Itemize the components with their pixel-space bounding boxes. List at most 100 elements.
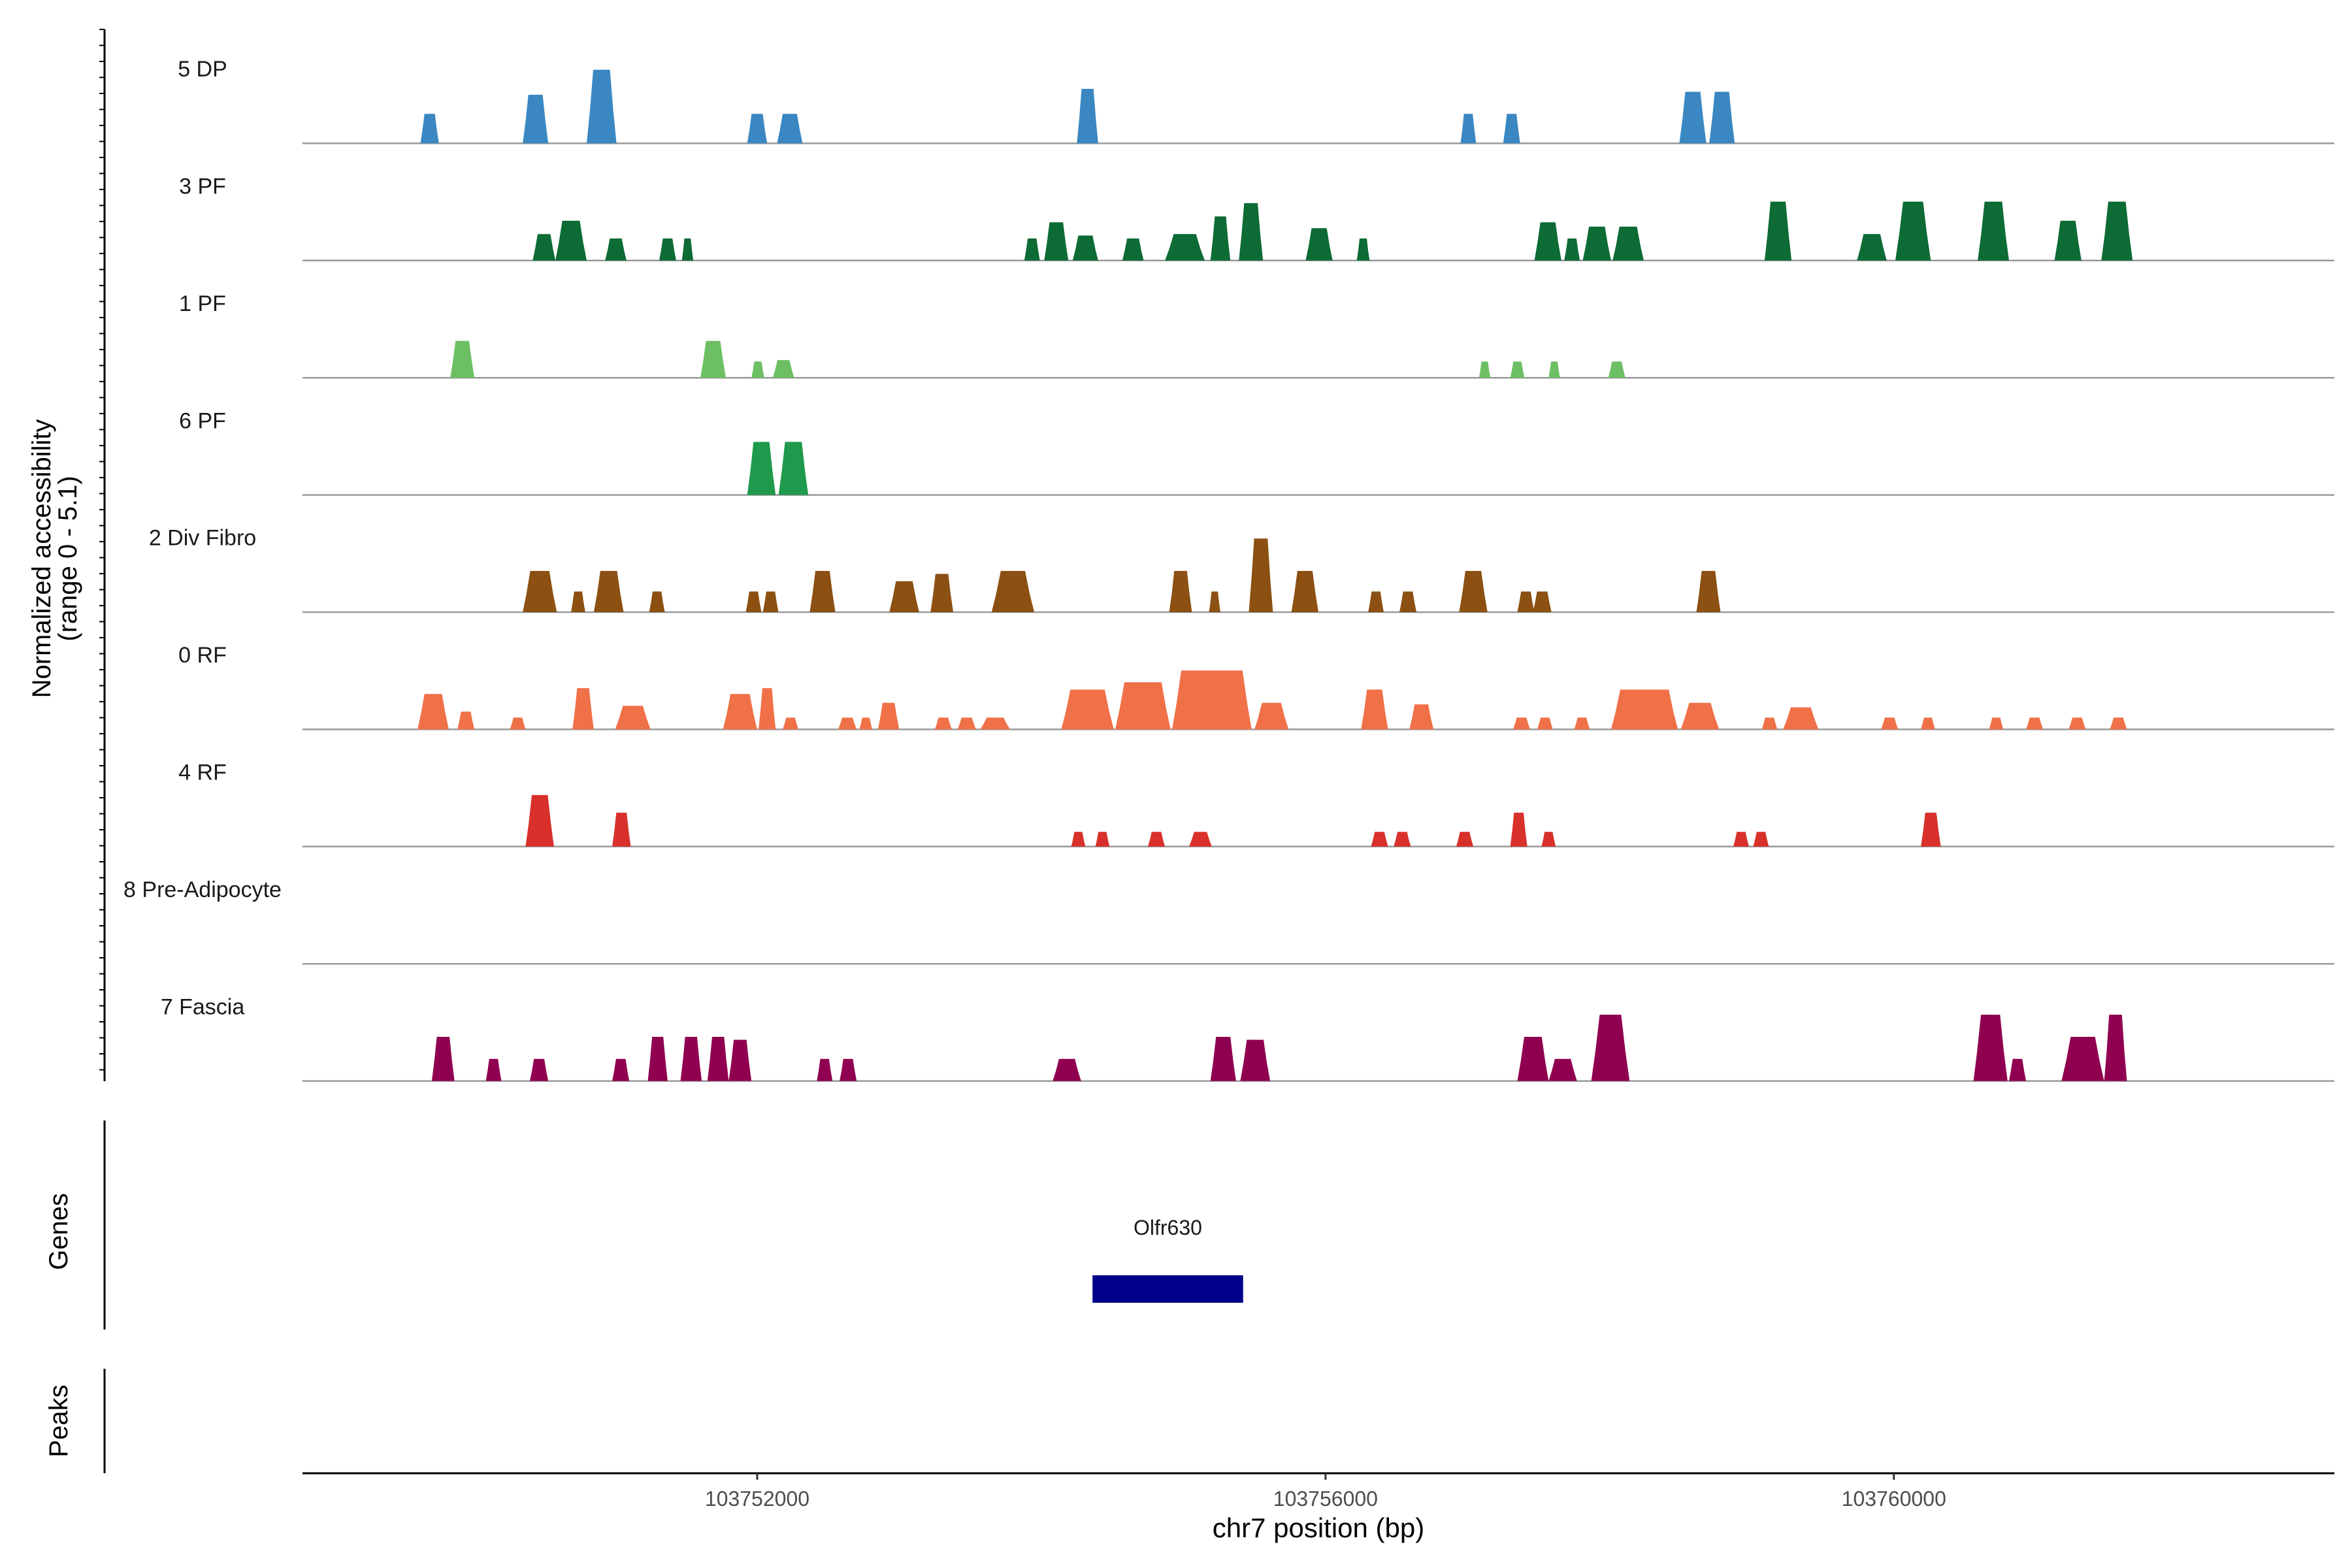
coverage-peak — [957, 717, 976, 730]
track-0-rf: 0 RF — [178, 643, 2334, 730]
track-2-div-fibro: 2 Div Fibro — [149, 526, 2334, 613]
coverage-peak — [1044, 222, 1069, 261]
coverage-peak — [1709, 91, 1735, 144]
coverage-peak — [680, 1037, 702, 1081]
coverage-peak — [747, 114, 768, 144]
coverage-peak — [659, 238, 676, 261]
coverage-peak — [2009, 1058, 2027, 1081]
coverage-peak — [877, 702, 900, 730]
coverage-peak — [1165, 234, 1205, 261]
coverage-peak — [417, 694, 449, 730]
coverage-peak — [1517, 591, 1535, 612]
track-axes — [99, 29, 106, 1081]
coverage-peak — [1503, 114, 1520, 144]
coverage-peak — [525, 794, 554, 847]
coverage-peak — [1533, 591, 1552, 612]
coverage-peak — [1071, 832, 1086, 847]
coverage-peak — [1061, 689, 1114, 730]
coverage-peak — [1733, 832, 1749, 847]
coverage-peak — [1305, 228, 1333, 261]
x-tick-label: 103760000 — [1842, 1487, 1946, 1511]
coverage-peak — [840, 1058, 857, 1081]
track-label: 8 Pre-Adipocyte — [123, 877, 282, 902]
gene-label: Olfr630 — [1134, 1216, 1202, 1239]
coverage-peak — [1356, 238, 1370, 261]
track-label: 5 DP — [178, 57, 227, 82]
coverage-peak — [747, 442, 776, 495]
coverage-peak — [1548, 1058, 1577, 1081]
coverage-peak — [431, 1037, 455, 1081]
track-label: 6 PF — [179, 408, 226, 433]
coverage-peak — [1371, 832, 1388, 847]
coverage-peak — [783, 717, 798, 730]
coverage-peak — [649, 591, 665, 612]
coverage-peak — [1409, 704, 1434, 730]
y-axis-label-line2: (range 0 - 5.1) — [54, 476, 82, 641]
coverage-peak — [1857, 234, 1887, 261]
coverage-peak — [751, 361, 764, 378]
coverage-peak — [1249, 538, 1273, 612]
track-1-pf: 1 PF — [179, 291, 2334, 379]
coverage-peak — [1611, 689, 1678, 730]
coverage-peak — [1895, 201, 1931, 261]
coverage-peak — [681, 238, 694, 261]
coverage-peak — [1095, 832, 1110, 847]
track-3-pf: 3 PF — [179, 174, 2334, 262]
coverage-peak — [1679, 91, 1707, 144]
track-label: 7 Fascia — [161, 994, 245, 1019]
coverage-peak — [571, 591, 585, 612]
coverage-peak — [1456, 832, 1474, 847]
coverage-peak — [1239, 203, 1264, 261]
coverage-peak — [1564, 238, 1580, 261]
coverage-peak — [1978, 201, 2009, 261]
coverage-peak — [778, 442, 809, 495]
coverage-peak — [759, 688, 776, 730]
coverage-peak — [1478, 361, 1491, 378]
coverage-peak — [1148, 832, 1166, 847]
coverage-peak — [1361, 689, 1388, 730]
coverage-peak — [700, 340, 727, 378]
coverage-peak — [1399, 591, 1417, 612]
coverage-peak — [1537, 717, 1553, 730]
track-7-fascia: 7 Fascia — [161, 994, 2334, 1082]
coverage-peak — [838, 717, 857, 730]
track-label: 4 RF — [178, 760, 227, 785]
coverage-peak — [2054, 220, 2082, 261]
coverage-peak — [510, 717, 526, 730]
coverage-peak — [1210, 216, 1231, 261]
coverage-peak — [1210, 1037, 1236, 1081]
coverage-peak — [1460, 114, 1477, 144]
coverage-peak — [1764, 201, 1792, 261]
x-axis: chr7 position (bp) 103752000 103756000 103… — [302, 1472, 2334, 1543]
y-axis-label-line1: Normalized accessibility — [27, 419, 56, 698]
gene-body — [1092, 1275, 1243, 1303]
coverage-peak — [605, 238, 627, 261]
coverage-peak — [457, 711, 475, 730]
coverage-peak — [1696, 570, 1721, 612]
coverage-peak — [1053, 1058, 1081, 1081]
coverage-peak — [615, 706, 651, 730]
coverage-peak — [647, 1037, 668, 1081]
coverage-peak — [1189, 832, 1212, 847]
coverage-peak — [1510, 812, 1527, 847]
coverage-peak — [1582, 226, 1611, 261]
coverage-peak — [1541, 832, 1556, 847]
coverage-peak — [485, 1058, 502, 1081]
coverage-peak — [1761, 717, 1778, 730]
coverage-peak — [1973, 1015, 2008, 1081]
coverage-peak — [1072, 235, 1098, 261]
coverage-peak — [1240, 1039, 1271, 1081]
coverage-peak — [980, 717, 1011, 730]
coverage-peak — [530, 1058, 549, 1081]
coverage-peak — [859, 717, 873, 730]
coverage-peak — [1513, 717, 1530, 730]
track-label: 0 RF — [178, 643, 227, 668]
coverage-peak — [1368, 591, 1384, 612]
coverage-peak — [532, 234, 556, 261]
coverage-peak — [1783, 707, 1819, 730]
coverage-peak — [1209, 591, 1220, 612]
coverage-peak — [612, 1058, 630, 1081]
coverage-peak — [1534, 222, 1561, 261]
coverage-peak — [1291, 570, 1318, 612]
coverage-peak — [772, 360, 794, 378]
